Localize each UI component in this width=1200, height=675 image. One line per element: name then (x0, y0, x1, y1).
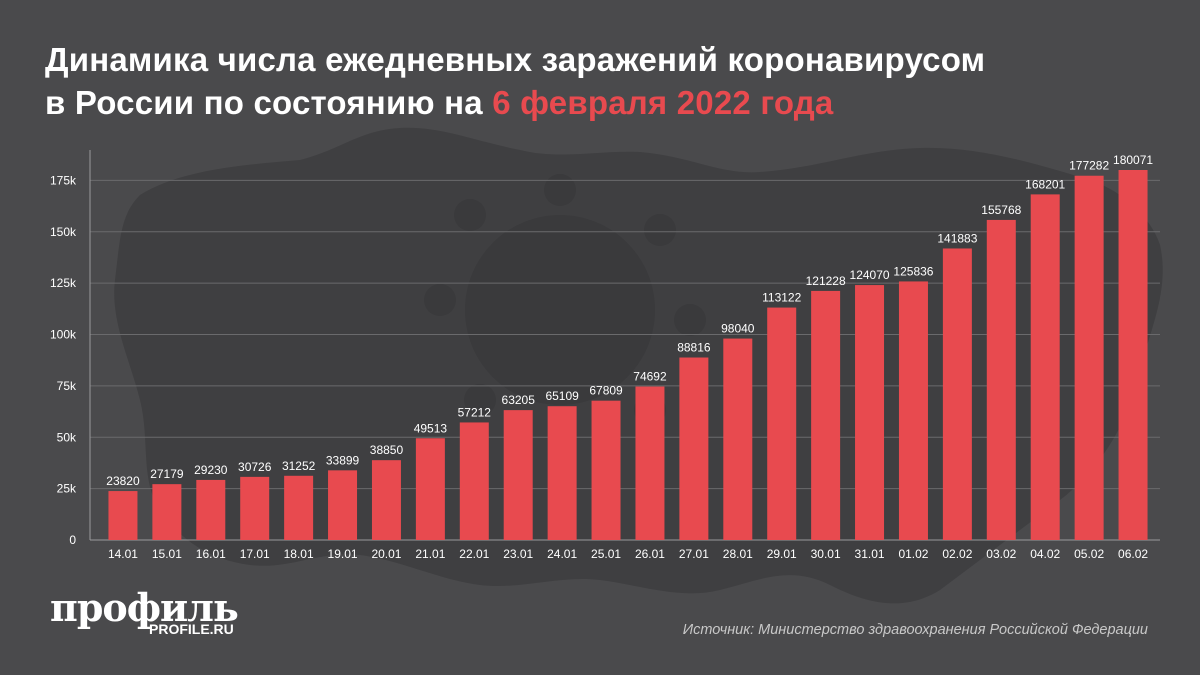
x-tick-label: 02.02 (942, 547, 972, 561)
data-label: 74692 (633, 370, 667, 384)
x-tick-label: 21.01 (415, 547, 445, 561)
bar (898, 281, 928, 540)
bar (679, 357, 709, 540)
bar (1118, 170, 1148, 540)
bar (371, 460, 401, 540)
y-tick-label: 75k (57, 379, 77, 393)
y-tick-label: 25k (57, 482, 77, 496)
y-tick-label: 150k (50, 225, 77, 239)
data-label: 30726 (238, 460, 272, 474)
data-label: 180071 (1113, 153, 1153, 167)
x-tick-label: 30.01 (811, 547, 841, 561)
bar (942, 248, 972, 540)
data-label: 57212 (458, 405, 492, 419)
data-label: 125836 (893, 264, 933, 278)
x-tick-label: 20.01 (371, 547, 401, 561)
source-note: Источник: Министерство здравоохранения Р… (683, 622, 1148, 638)
data-label: 177282 (1069, 159, 1109, 173)
x-tick-label: 28.01 (723, 547, 753, 561)
data-label: 141883 (937, 231, 977, 245)
x-tick-label: 04.02 (1030, 547, 1060, 561)
x-tick-label: 29.01 (767, 547, 797, 561)
bar (196, 479, 226, 540)
x-tick-label: 15.01 (152, 547, 182, 561)
data-label: 121228 (806, 274, 846, 288)
x-tick-label: 19.01 (328, 547, 358, 561)
chart-title: Динамика числа ежедневных заражений коро… (45, 38, 1165, 124)
bar (855, 285, 885, 540)
data-label: 38850 (370, 443, 404, 457)
profile-logo: профиль PROFILE.RU (50, 585, 239, 637)
source-label: Источник: (682, 622, 759, 638)
y-tick-label: 175k (50, 173, 77, 187)
bar (415, 438, 445, 540)
data-label: 63205 (502, 393, 536, 407)
data-label: 113122 (762, 291, 801, 305)
x-tick-label: 27.01 (679, 547, 709, 561)
bar (591, 400, 621, 540)
x-tick-label: 31.01 (855, 547, 885, 561)
data-label: 23820 (106, 474, 140, 488)
title-line-2: в России по состоянию на 6 февраля 2022 … (45, 81, 1165, 124)
bar (328, 470, 358, 540)
data-label: 67809 (589, 384, 623, 398)
bar (240, 476, 270, 540)
data-label: 98040 (721, 322, 755, 336)
x-tick-label: 01.02 (898, 547, 928, 561)
data-label: 31252 (282, 459, 316, 473)
data-label: 88816 (677, 341, 711, 355)
x-tick-label: 05.02 (1074, 547, 1104, 561)
bar (986, 219, 1016, 540)
data-label: 65109 (545, 389, 579, 403)
source-text: Министерство здравоохранения Российской … (758, 622, 1148, 638)
x-tick-label: 14.01 (108, 547, 138, 561)
bar (635, 386, 665, 540)
y-tick-label: 125k (50, 276, 77, 290)
bar (152, 484, 182, 540)
title-line-2-prefix: в России по состоянию на (45, 84, 493, 121)
x-tick-label: 17.01 (240, 547, 270, 561)
bar (459, 422, 489, 540)
x-tick-label: 03.02 (986, 547, 1016, 561)
data-label: 29230 (194, 463, 228, 477)
bar (723, 338, 753, 540)
bar (811, 290, 841, 540)
bar (1030, 194, 1060, 540)
x-tick-label: 23.01 (503, 547, 533, 561)
x-tick-label: 25.01 (591, 547, 621, 561)
bar (503, 410, 533, 540)
title-date-accent: 6 февраля 2022 года (492, 84, 834, 121)
x-tick-label: 18.01 (284, 547, 314, 561)
x-tick-label: 16.01 (196, 547, 226, 561)
bar (108, 491, 138, 540)
data-label: 49513 (414, 421, 448, 435)
logo-name: профиль (50, 585, 239, 630)
x-tick-label: 22.01 (459, 547, 489, 561)
x-tick-label: 26.01 (635, 547, 665, 561)
data-label: 155768 (981, 203, 1021, 217)
data-label: 33899 (326, 453, 360, 467)
x-tick-label: 06.02 (1118, 547, 1148, 561)
bar (284, 475, 314, 540)
data-label: 27179 (150, 467, 184, 481)
data-label: 168201 (1025, 177, 1065, 191)
y-tick-label: 100k (50, 328, 77, 342)
logo-site: PROFILE.RU (149, 621, 234, 637)
bar (1074, 175, 1104, 540)
bar (767, 307, 797, 540)
x-tick-label: 24.01 (547, 547, 577, 561)
title-line-1: Динамика числа ежедневных заражений коро… (45, 41, 986, 78)
y-tick-label: 50k (57, 430, 77, 444)
bar (547, 406, 577, 540)
data-label: 124070 (850, 268, 890, 282)
y-tick-label: 0 (69, 533, 76, 547)
